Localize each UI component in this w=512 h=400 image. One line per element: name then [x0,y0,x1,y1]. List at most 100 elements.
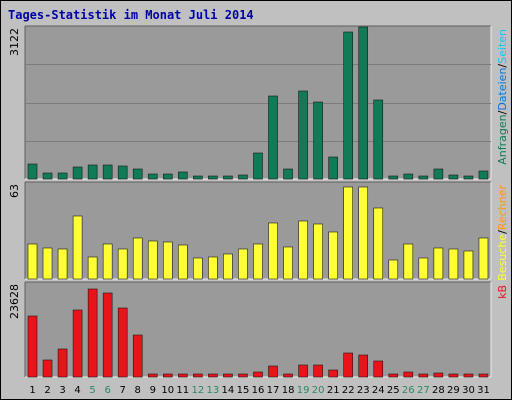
bar-hits-anfragen-17 [268,95,278,180]
chart-title: Tages-Statistik im Monat Juli 2014 [8,8,254,22]
y-axis-max-label-visits: 63 [8,184,21,198]
bar-kb-kb-1 [27,315,38,378]
x-tick-label-day-6: 6 [105,385,111,396]
bar-hits-anfragen-15 [238,174,248,180]
bar-visits-seiten-18 [283,246,293,280]
bar-kb-kb-22 [343,352,353,378]
bar-kb-kb-21 [328,369,338,378]
x-tick-label-day-26: 26 [402,385,415,396]
bar-visits-seiten-23 [358,186,369,280]
bar-visits-seiten-8 [132,237,143,280]
bar-kb-kb-17 [268,365,278,378]
bar-visits-seiten-3 [57,248,68,280]
x-tick-label-day-5: 5 [89,385,95,396]
x-tick-label-day-17: 17 [267,385,280,396]
bar-visits-seiten-19 [298,220,308,280]
x-tick-label-day-29: 29 [447,385,460,396]
bar-kb-kb-26 [403,371,414,378]
bar-visits-seiten-10 [162,241,173,280]
right-legend-segment-visits-0: Besuche [496,234,509,281]
x-tick-label-day-30: 30 [462,385,475,396]
x-tick-label-day-16: 16 [252,385,265,396]
bar-visits-seiten-14 [223,253,233,280]
bar-kb-kb-4 [72,309,83,378]
x-tick-label-day-18: 18 [282,385,295,396]
bar-kb-kb-5 [87,288,98,378]
right-legend-segment-hits-3: / [496,64,509,68]
x-tick-label-day-9: 9 [150,385,156,396]
bar-visits-seiten-5 [87,256,98,280]
bar-visits-seiten-17 [268,222,278,280]
bar-kb-kb-23 [358,354,369,378]
bar-kb-kb-8 [132,334,143,378]
bar-hits-anfragen-23 [358,26,369,180]
x-tick-label-day-22: 22 [342,385,355,396]
bar-kb-kb-28 [433,372,444,378]
bar-kb-kb-15 [238,373,248,378]
bar-kb-kb-7 [117,307,128,378]
right-legend-label-visits: Besuche/Rechner [496,185,509,281]
bar-hits-anfragen-26 [403,173,414,180]
right-legend-segment-visits-1: / [496,230,509,234]
bar-hits-anfragen-11 [178,171,188,180]
bar-visits-seiten-4 [72,215,83,280]
bar-hits-anfragen-4 [72,166,83,180]
bar-hits-anfragen-21 [328,156,338,180]
bar-visits-seiten-11 [178,244,188,280]
right-legend-label-hits: Anfragen/Dateien/Seiten [496,29,509,165]
bar-visits-seiten-24 [373,207,384,280]
bar-kb-kb-2 [42,359,53,378]
bar-hits-anfragen-29 [448,174,459,180]
x-tick-label-day-31: 31 [477,385,490,396]
bar-kb-kb-27 [418,373,429,378]
x-tick-label-day-15: 15 [237,385,250,396]
right-legend-segment-hits-4: Seiten [496,29,509,64]
bar-kb-kb-14 [223,373,233,378]
x-tick-label-day-25: 25 [387,385,400,396]
bar-visits-seiten-1 [27,243,38,280]
bar-visits-seiten-30 [463,250,474,280]
bar-visits-seiten-12 [193,257,203,280]
bar-hits-anfragen-16 [253,152,263,180]
x-tick-label-day-10: 10 [161,385,174,396]
bar-hits-anfragen-31 [478,170,489,180]
right-legend-segment-hits-2: Dateien [496,68,509,111]
bar-hits-anfragen-19 [298,90,308,180]
bar-kb-kb-12 [193,373,203,378]
x-tick-label-day-19: 19 [297,385,310,396]
bar-visits-seiten-9 [147,240,158,280]
bar-visits-seiten-20 [313,223,323,280]
bar-kb-kb-6 [102,292,113,378]
bar-hits-anfragen-14 [223,175,233,180]
y-axis-max-label-hits: 3122 [8,28,21,56]
bar-hits-anfragen-20 [313,101,323,180]
bar-kb-kb-10 [162,373,173,378]
bar-kb-kb-18 [283,373,293,378]
bar-hits-anfragen-7 [117,165,128,180]
x-tick-label-day-20: 20 [312,385,325,396]
x-tick-label-day-8: 8 [135,385,141,396]
bar-kb-kb-24 [373,360,384,378]
right-legend-segment-kb-0: kB [496,285,509,299]
bar-hits-anfragen-6 [102,164,113,180]
right-legend-segment-hits-1: / [496,110,509,114]
plot-area-kb [25,282,491,377]
bar-visits-seiten-22 [343,186,353,280]
y-axis-max-label-kb: 23628 [8,284,21,319]
bar-hits-anfragen-2 [42,172,53,180]
bar-kb-kb-30 [463,373,474,378]
bar-kb-kb-9 [147,373,158,378]
bar-visits-seiten-29 [448,248,459,280]
bar-hits-anfragen-30 [463,175,474,180]
bar-hits-anfragen-12 [193,175,203,180]
bar-visits-seiten-13 [208,256,218,280]
bar-hits-anfragen-25 [388,175,399,180]
x-tick-label-day-1: 1 [29,385,35,396]
bar-kb-kb-29 [448,373,459,378]
x-tick-label-day-13: 13 [207,385,220,396]
x-tick-label-day-3: 3 [59,385,65,396]
bar-hits-anfragen-1 [27,163,38,180]
bar-visits-seiten-26 [403,243,414,280]
bar-hits-anfragen-27 [418,175,429,180]
